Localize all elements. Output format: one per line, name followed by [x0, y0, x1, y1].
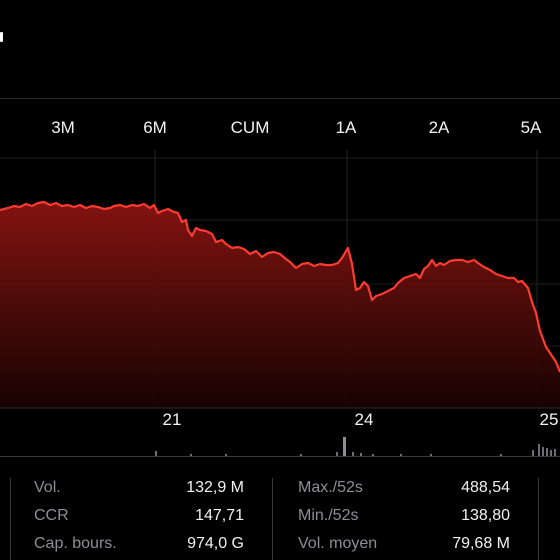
- stat-row: CCR 147,71: [0, 502, 272, 530]
- tab-cum[interactable]: CUM: [230, 118, 270, 137]
- stat-label: Vol. moyen: [298, 535, 378, 552]
- stats-column-right: Max./52s 488,54 Min./52s 138,80 Vol. moy…: [272, 470, 560, 560]
- stat-row: Cap. bours. 974,0 G: [0, 530, 272, 558]
- stat-label: Cap. bours.: [34, 535, 117, 552]
- stats-divider: [272, 478, 273, 560]
- stat-label: CCR: [34, 507, 69, 524]
- price-line: [0, 200, 560, 373]
- tab-2a[interactable]: 2A: [428, 118, 450, 137]
- x-axis-label: 21: [162, 410, 182, 429]
- key-stats: Vol. 132,9 M CCR 147,71 Cap. bours. 974,…: [0, 470, 560, 560]
- stat-label: Vol.: [34, 479, 61, 496]
- header-edge-fragment: [0, 32, 3, 42]
- volume-bars: [0, 437, 560, 457]
- stat-value: 974,0 G: [187, 535, 244, 552]
- range-tabs: 3M 6M CUM 1A 2A 5A: [0, 110, 560, 146]
- x-axis-label: 25: [539, 410, 559, 429]
- price-chart-svg: [0, 150, 560, 457]
- stat-label: Min./52s: [298, 507, 359, 524]
- stat-value: 79,68 M: [452, 535, 510, 552]
- stat-value: 138,80: [461, 507, 510, 524]
- stat-row: Min./52s 138,80: [272, 502, 560, 530]
- stat-row: Max./52s 488,54: [272, 474, 560, 502]
- x-axis-label: 24: [354, 410, 374, 429]
- stat-value: 488,54: [461, 479, 510, 496]
- price-area: [0, 202, 560, 408]
- tab-3m[interactable]: 3M: [51, 118, 75, 137]
- tab-1a[interactable]: 1A: [335, 118, 357, 137]
- stat-row: Vol. moyen 79,68 M: [272, 530, 560, 558]
- stat-label: Max./52s: [298, 479, 363, 496]
- stats-column-left: Vol. 132,9 M CCR 147,71 Cap. bours. 974,…: [0, 470, 272, 560]
- header-divider: [0, 98, 560, 99]
- stats-divider: [538, 478, 539, 560]
- stat-row: Vol. 132,9 M: [0, 474, 272, 502]
- stat-value: 132,9 M: [186, 479, 244, 496]
- stat-value: 147,71: [195, 507, 244, 524]
- stats-divider: [10, 478, 11, 560]
- price-chart[interactable]: [0, 150, 560, 460]
- tab-5a[interactable]: 5A: [520, 118, 542, 137]
- tab-6m[interactable]: 6M: [143, 118, 167, 137]
